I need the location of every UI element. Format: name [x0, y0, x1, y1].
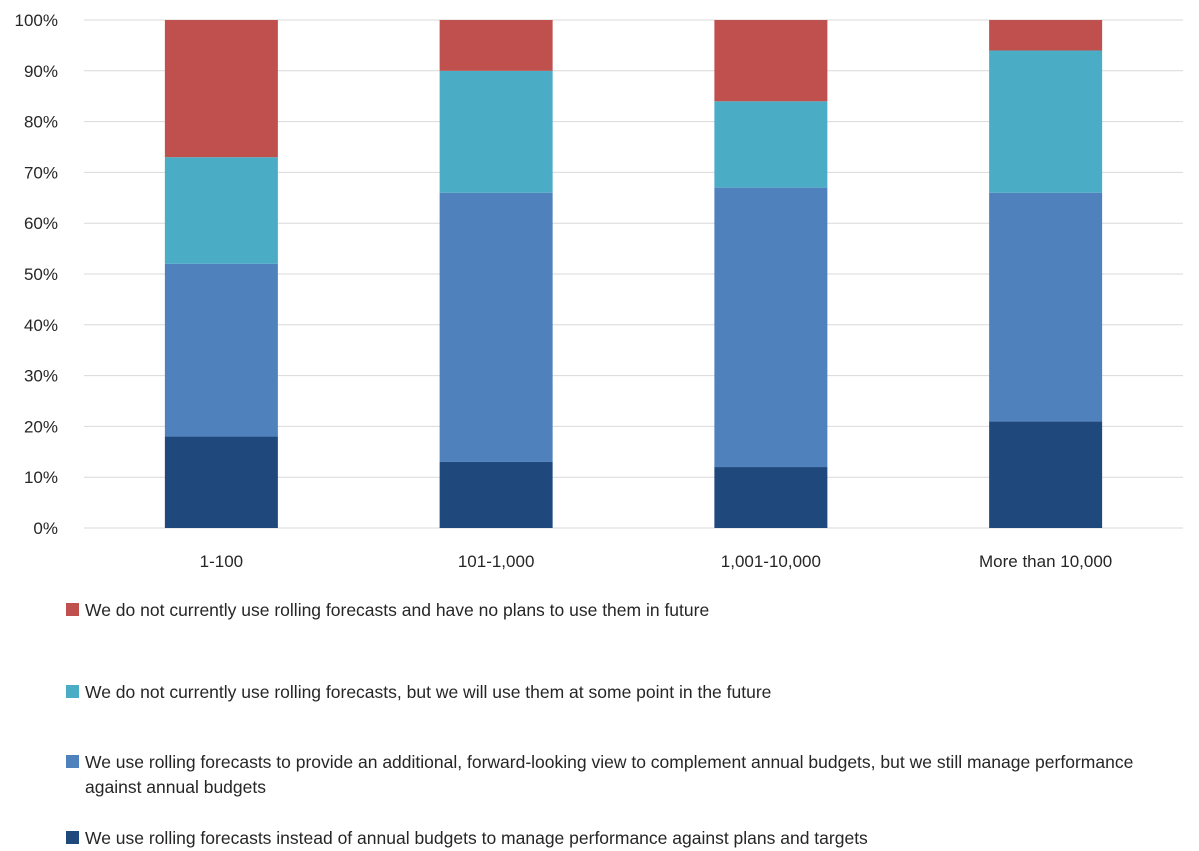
bar-segment [439, 20, 553, 71]
bar-segment [164, 20, 278, 158]
y-tick-label: 10% [24, 468, 58, 487]
bar-segment [439, 70, 553, 193]
x-axis: 1-100 101-1,000 1,001-10,000 More than 10,0… [200, 552, 1113, 571]
y-tick-label: 30% [24, 367, 58, 386]
y-tick-label: 0% [33, 519, 58, 538]
y-tick-label: 70% [24, 163, 58, 182]
legend-item: We use rolling forecasts to provide an a… [66, 750, 1165, 800]
bar-segment [714, 467, 828, 528]
bar-segment [989, 421, 1103, 528]
bar-segment [439, 192, 553, 462]
y-tick-label: 60% [24, 214, 58, 233]
bar-segment [439, 461, 553, 528]
legend-swatch [66, 603, 79, 616]
bar-segment [164, 263, 278, 437]
x-tick-label: 101-1,000 [458, 552, 535, 571]
bar-segment [714, 20, 828, 102]
stacked-bar-chart: 0%10%20%30%40%50%60%70%80%90%100% 1-100 1… [15, 11, 1183, 571]
bar-segment [989, 192, 1103, 422]
y-tick-label: 20% [24, 417, 58, 436]
legend-label: We use rolling forecasts instead of annu… [85, 828, 868, 848]
x-tick-label: 1-100 [200, 552, 243, 571]
legend-label: We do not currently use rolling forecast… [85, 600, 710, 620]
legend-swatch [66, 755, 79, 768]
bar-segment [989, 50, 1103, 193]
y-tick-label: 100% [15, 11, 58, 30]
y-tick-label: 50% [24, 265, 58, 284]
x-tick-label: More than 10,000 [979, 552, 1112, 571]
legend-swatch [66, 831, 79, 844]
bars [164, 20, 1103, 528]
legend-label: We use rolling forecasts to provide an a… [85, 752, 1134, 797]
y-tick-label: 80% [24, 113, 58, 132]
bar-segment [714, 187, 828, 468]
legend-swatch [66, 685, 79, 698]
bar-segment [989, 20, 1103, 51]
x-tick-label: 1,001-10,000 [721, 552, 821, 571]
legend-item: We do not currently use rolling forecast… [66, 680, 1165, 705]
legend-item: We do not currently use rolling forecast… [66, 598, 1165, 623]
y-tick-label: 90% [24, 62, 58, 81]
y-axis: 0% 10% 20% 30% 40% 50% 60% 70% 80% 90% 100% [15, 11, 58, 538]
legend-item: We use rolling forecasts instead of annu… [66, 826, 1165, 851]
bar-segment [164, 436, 278, 528]
y-tick-label: 40% [24, 316, 58, 335]
bar-segment [714, 101, 828, 188]
legend-label: We do not currently use rolling forecast… [85, 682, 772, 702]
bar-segment [164, 157, 278, 264]
